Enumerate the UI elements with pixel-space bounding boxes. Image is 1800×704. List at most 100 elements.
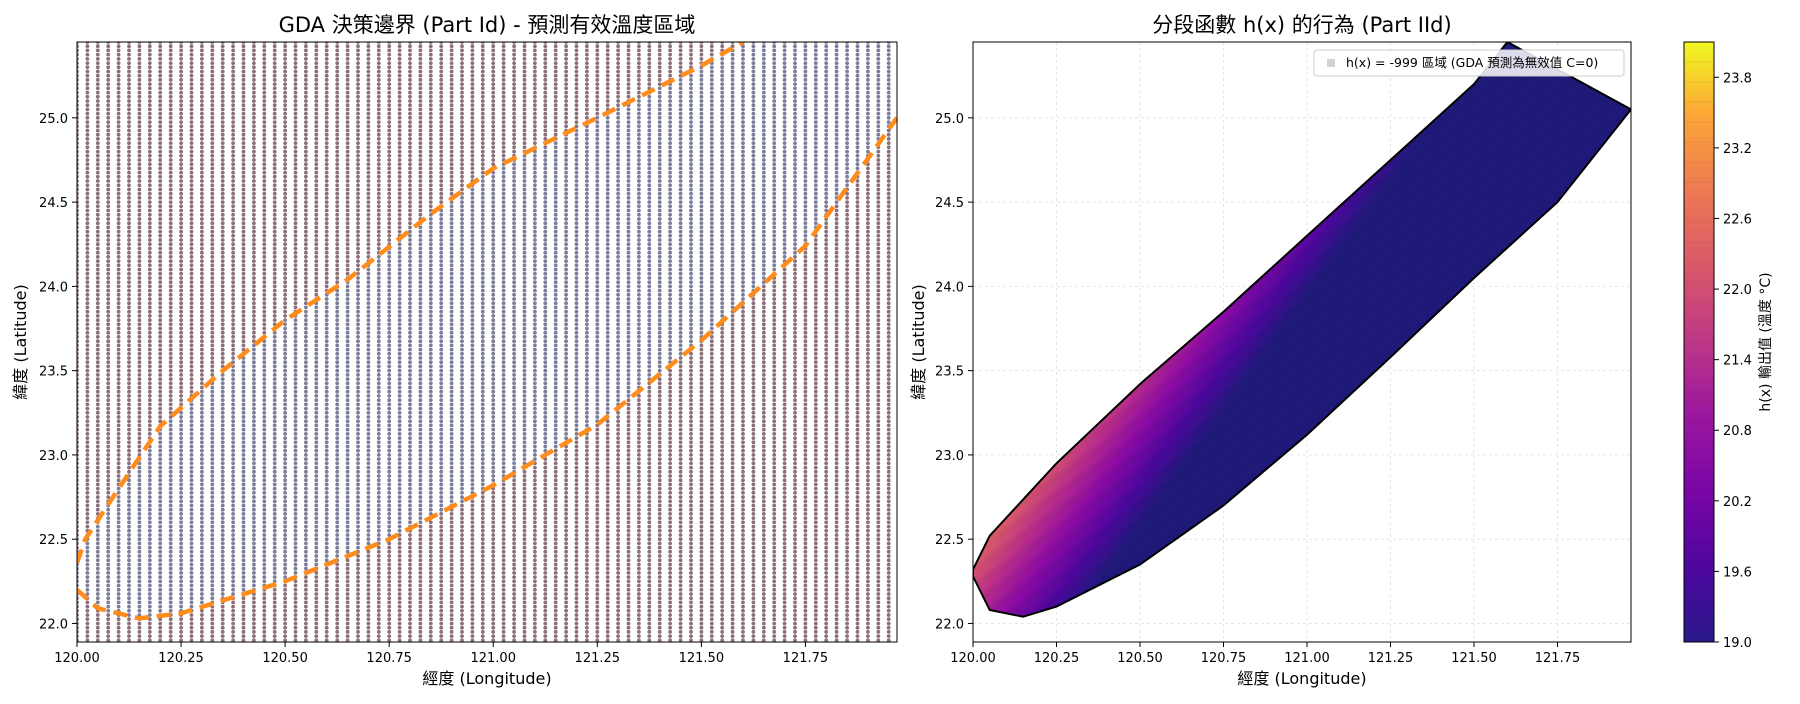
- grid-point: [408, 330, 412, 335]
- grid-point: [95, 381, 100, 386]
- grid-point: [366, 242, 371, 247]
- grid-point: [408, 115, 412, 120]
- grid-point: [283, 419, 287, 424]
- grid-point: [168, 166, 173, 171]
- grid-point: [168, 52, 173, 57]
- grid-point: [356, 368, 360, 373]
- grid-point: [335, 630, 340, 634]
- grid-point: [335, 495, 340, 499]
- grid-point: [408, 73, 412, 78]
- grid-point: [252, 128, 256, 133]
- grid-point: [356, 351, 360, 356]
- grid-point: [293, 65, 298, 70]
- grid-point: [345, 453, 350, 457]
- grid-point: [116, 44, 121, 49]
- grid-point: [200, 554, 204, 558]
- grid-point: [116, 495, 121, 499]
- grid-point: [283, 541, 287, 546]
- grid-point: [147, 360, 152, 365]
- grid-point: [428, 469, 433, 474]
- grid-point: [179, 558, 184, 563]
- grid-point: [387, 524, 392, 529]
- grid-point: [210, 364, 215, 369]
- grid-point: [314, 162, 319, 167]
- grid-point: [158, 389, 163, 394]
- grid-point: [387, 78, 392, 82]
- grid-point: [252, 44, 256, 49]
- grid-point: [179, 103, 184, 108]
- grid-point: [387, 440, 392, 445]
- grid-point: [387, 575, 392, 579]
- grid-point: [106, 69, 111, 74]
- grid-point: [335, 440, 340, 445]
- grid-point: [324, 360, 329, 365]
- grid-point: [418, 90, 423, 95]
- grid-point: [200, 124, 204, 129]
- grid-point: [376, 469, 381, 474]
- grid-point: [85, 191, 90, 196]
- grid-point: [210, 495, 215, 499]
- grid-point: [158, 115, 163, 120]
- grid-point: [241, 153, 246, 158]
- grid-point: [356, 250, 360, 255]
- grid-point: [324, 301, 329, 306]
- grid-point: [106, 217, 111, 221]
- grid-point: [147, 250, 152, 255]
- grid-point: [95, 356, 100, 360]
- grid-point: [116, 120, 121, 124]
- grid-point: [293, 495, 298, 499]
- grid-point: [127, 537, 131, 542]
- grid-point: [418, 111, 423, 116]
- grid-point: [137, 440, 142, 445]
- grid-point: [106, 448, 111, 453]
- grid-point: [85, 174, 90, 179]
- grid-point: [210, 343, 215, 348]
- grid-point: [241, 255, 246, 259]
- grid-point: [335, 65, 340, 70]
- grid-point: [189, 52, 194, 57]
- grid-point: [168, 444, 173, 449]
- grid-point: [137, 225, 142, 230]
- grid-point: [262, 322, 267, 327]
- grid-point: [345, 638, 350, 642]
- grid-point: [220, 280, 225, 285]
- grid-point: [168, 634, 173, 638]
- grid-point: [158, 128, 163, 133]
- grid-point: [345, 259, 350, 263]
- grid-point: [304, 132, 308, 137]
- grid-point: [168, 604, 173, 609]
- grid-point: [418, 347, 423, 352]
- grid-point: [356, 221, 360, 226]
- grid-point: [127, 297, 131, 301]
- grid-point: [356, 381, 360, 386]
- grid-point: [241, 516, 246, 520]
- grid-point: [262, 528, 267, 533]
- grid-point: [304, 255, 308, 259]
- grid-point: [220, 212, 225, 217]
- grid-point: [387, 52, 392, 57]
- grid-point: [95, 61, 100, 65]
- grid-point: [210, 444, 215, 449]
- grid-point: [428, 246, 433, 251]
- grid-point: [283, 292, 287, 297]
- grid-point: [283, 368, 287, 373]
- grid-point: [376, 103, 381, 108]
- grid-point: [408, 267, 412, 272]
- grid-point: [85, 115, 90, 120]
- grid-point: [158, 474, 163, 478]
- grid-point: [210, 608, 215, 613]
- grid-point: [200, 57, 204, 61]
- grid-point: [189, 406, 194, 411]
- grid-point: [335, 478, 340, 483]
- grid-point: [262, 406, 267, 411]
- grid-point: [272, 246, 277, 251]
- grid-point: [345, 427, 350, 432]
- grid-point: [189, 448, 194, 453]
- grid-point: [127, 410, 131, 415]
- grid-point: [200, 339, 204, 344]
- grid-point: [137, 604, 142, 609]
- grid-point: [283, 436, 287, 440]
- grid-point: [293, 398, 298, 402]
- grid-point: [345, 537, 350, 542]
- grid-point: [106, 322, 111, 327]
